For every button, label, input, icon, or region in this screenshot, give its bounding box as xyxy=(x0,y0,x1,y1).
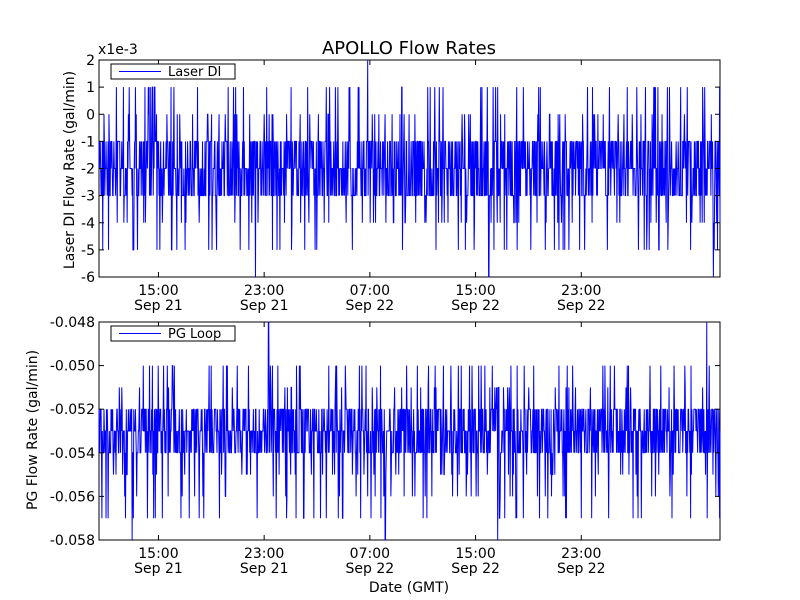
y-tick-label: -1 xyxy=(81,134,95,150)
legend-box xyxy=(110,325,236,342)
y-tick-label: -0.050 xyxy=(50,359,95,375)
legend-box xyxy=(110,63,236,80)
y-tick-label: 2 xyxy=(86,53,95,69)
y-tick-label: -4 xyxy=(81,216,95,232)
y-offset-label: x1e-3 xyxy=(98,42,138,58)
x-tick-label-time: 23:00 xyxy=(561,546,601,562)
x-tick-label-date: Sep 21 xyxy=(134,561,183,577)
x-tick-label-time: 07:00 xyxy=(350,283,390,299)
pg-loop-panel: -0.058 -0.056 -0.054 -0.052 -0.050 -0.048 15:0… xyxy=(50,315,721,577)
legend: Laser DI xyxy=(110,63,236,80)
x-tick-label-time: 23:00 xyxy=(244,546,284,562)
series-line-laser-di xyxy=(98,59,721,278)
y-tick-label: -6 xyxy=(81,270,95,286)
y-axis-label-pg: PG Flow Rate (gal/min) xyxy=(25,350,41,510)
x-tick-label-time: 07:00 xyxy=(350,546,390,562)
x-tick-label-date: Sep 22 xyxy=(557,298,606,314)
y-tick-label: -3 xyxy=(81,189,95,205)
x-tick-label-date: Sep 21 xyxy=(240,298,289,314)
series-line-pg-loop xyxy=(98,321,721,541)
y-tick-label: -0.048 xyxy=(50,315,95,331)
x-tick-label-date: Sep 21 xyxy=(240,561,289,577)
legend-label: PG Loop xyxy=(168,327,221,342)
x-tick-label-time: 23:00 xyxy=(244,283,284,299)
x-tick-label-time: 15:00 xyxy=(455,283,495,299)
y-tick-label: -0.056 xyxy=(50,489,95,505)
chart-title: APOLLO Flow Rates xyxy=(322,38,496,59)
x-tick-label-time: 23:00 xyxy=(561,283,601,299)
y-tick-label: 0 xyxy=(86,107,95,123)
x-tick-label-date: Sep 22 xyxy=(346,561,395,577)
y-tick-label: -0.054 xyxy=(50,446,95,462)
y-tick-label: -0.058 xyxy=(50,533,95,549)
x-tick-label-time: 15:00 xyxy=(138,546,178,562)
x-axis-label: Date (GMT) xyxy=(369,580,449,596)
y-tick-label: -0.052 xyxy=(50,402,95,418)
x-tick-label-date: Sep 22 xyxy=(451,561,500,577)
x-tick-label-time: 15:00 xyxy=(455,546,495,562)
x-tick-label-date: Sep 22 xyxy=(346,298,395,314)
y-axis-label-laser-di: Laser DI Flow Rate (gal/min) xyxy=(62,71,78,269)
x-tick-label-date: Sep 21 xyxy=(134,298,183,314)
legend: PG Loop xyxy=(110,325,236,342)
x-tick-label-time: 15:00 xyxy=(138,283,178,299)
y-tick-label: 1 xyxy=(86,80,95,96)
legend-label: Laser DI xyxy=(168,65,221,80)
y-tick-label: -2 xyxy=(81,162,95,178)
y-tick-label: -5 xyxy=(81,243,95,259)
x-tick-label-date: Sep 22 xyxy=(451,298,500,314)
x-tick-label-date: Sep 22 xyxy=(557,561,606,577)
